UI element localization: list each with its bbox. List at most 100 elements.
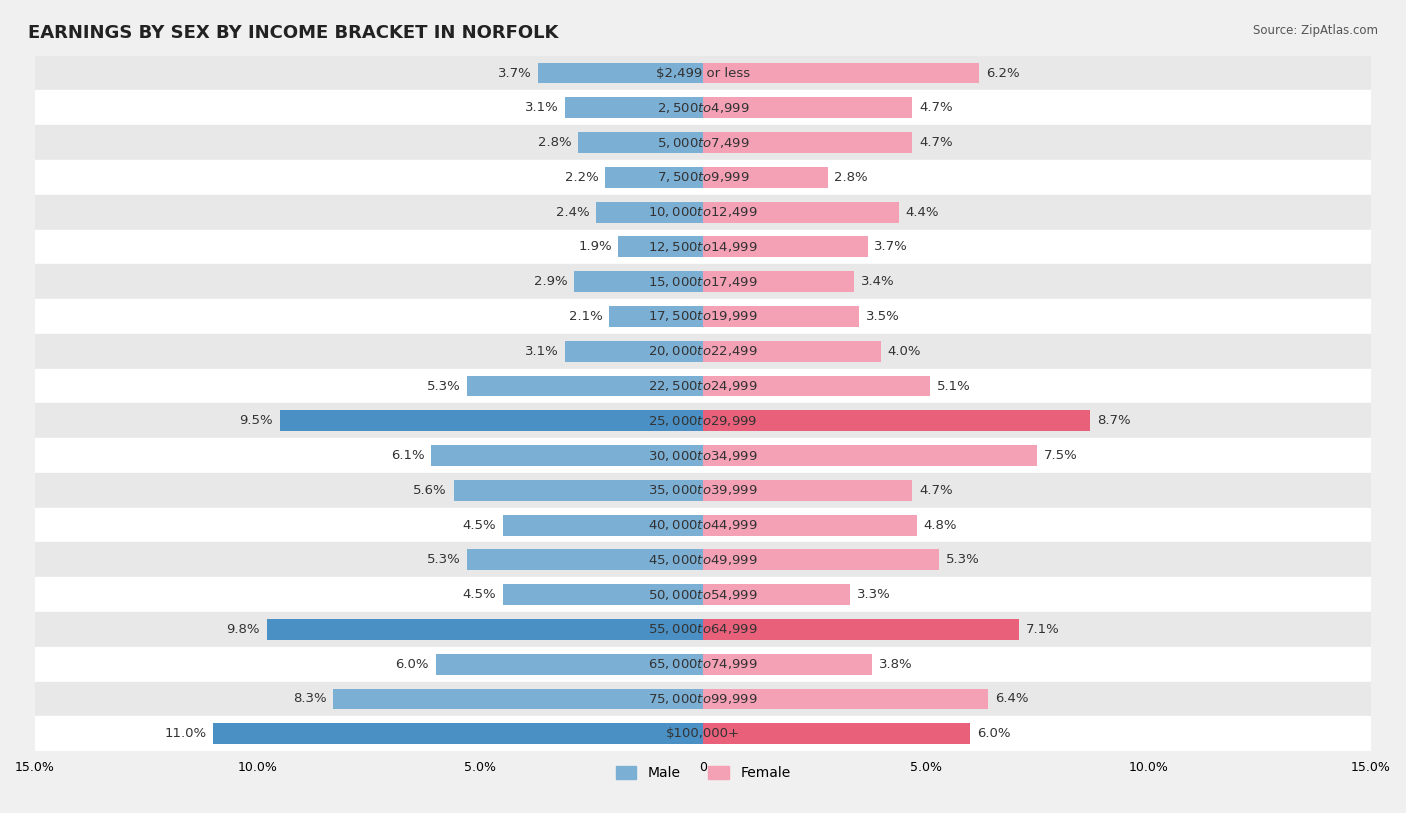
- Bar: [35, 507, 1371, 542]
- Bar: [703, 480, 912, 501]
- Bar: [35, 612, 1371, 647]
- Bar: [35, 160, 1371, 195]
- Bar: [703, 167, 828, 188]
- Bar: [333, 689, 703, 710]
- Bar: [467, 550, 703, 570]
- Bar: [703, 585, 851, 605]
- Bar: [35, 55, 1371, 90]
- Text: 2.8%: 2.8%: [834, 171, 868, 184]
- Text: 5.3%: 5.3%: [426, 380, 460, 393]
- Bar: [35, 542, 1371, 577]
- Text: $20,000 to $22,499: $20,000 to $22,499: [648, 344, 758, 359]
- Bar: [703, 411, 1091, 431]
- Bar: [35, 299, 1371, 334]
- Bar: [703, 237, 868, 258]
- Bar: [703, 202, 898, 223]
- Bar: [35, 90, 1371, 125]
- Bar: [619, 237, 703, 258]
- Bar: [703, 341, 882, 362]
- Text: 6.0%: 6.0%: [395, 658, 429, 671]
- Bar: [703, 98, 912, 118]
- Text: 3.7%: 3.7%: [498, 67, 531, 80]
- Text: $7,500 to $9,999: $7,500 to $9,999: [657, 171, 749, 185]
- Bar: [502, 585, 703, 605]
- Text: 4.7%: 4.7%: [920, 102, 953, 115]
- Text: $35,000 to $39,999: $35,000 to $39,999: [648, 483, 758, 498]
- Bar: [436, 654, 703, 675]
- Bar: [703, 619, 1019, 640]
- Bar: [703, 272, 855, 292]
- Text: 4.8%: 4.8%: [924, 519, 957, 532]
- Text: 2.9%: 2.9%: [533, 275, 567, 288]
- Text: 4.4%: 4.4%: [905, 206, 939, 219]
- Bar: [35, 334, 1371, 368]
- Text: $50,000 to $54,999: $50,000 to $54,999: [648, 588, 758, 602]
- Text: 2.8%: 2.8%: [538, 136, 572, 149]
- Text: Source: ZipAtlas.com: Source: ZipAtlas.com: [1253, 24, 1378, 37]
- Text: 3.8%: 3.8%: [879, 658, 912, 671]
- Text: $65,000 to $74,999: $65,000 to $74,999: [648, 657, 758, 672]
- Text: 4.7%: 4.7%: [920, 136, 953, 149]
- Text: 4.5%: 4.5%: [463, 519, 496, 532]
- Text: $25,000 to $29,999: $25,000 to $29,999: [648, 414, 758, 428]
- Text: 6.2%: 6.2%: [986, 67, 1019, 80]
- Text: 3.4%: 3.4%: [860, 275, 894, 288]
- Text: 6.0%: 6.0%: [977, 728, 1011, 741]
- Text: 5.1%: 5.1%: [936, 380, 970, 393]
- Bar: [703, 306, 859, 327]
- Bar: [214, 724, 703, 744]
- Text: $12,500 to $14,999: $12,500 to $14,999: [648, 240, 758, 254]
- Text: $17,500 to $19,999: $17,500 to $19,999: [648, 310, 758, 324]
- Bar: [703, 654, 872, 675]
- Text: 8.7%: 8.7%: [1097, 415, 1130, 428]
- Text: 4.7%: 4.7%: [920, 484, 953, 497]
- Text: $40,000 to $44,999: $40,000 to $44,999: [648, 518, 758, 532]
- Bar: [467, 376, 703, 397]
- Bar: [703, 376, 931, 397]
- Text: 4.0%: 4.0%: [887, 345, 921, 358]
- Text: $10,000 to $12,499: $10,000 to $12,499: [648, 205, 758, 220]
- Bar: [35, 577, 1371, 612]
- Bar: [703, 133, 912, 153]
- Bar: [703, 724, 970, 744]
- Bar: [35, 125, 1371, 160]
- Text: $5,000 to $7,499: $5,000 to $7,499: [657, 136, 749, 150]
- Bar: [35, 438, 1371, 473]
- Text: 9.5%: 9.5%: [239, 415, 273, 428]
- Bar: [35, 647, 1371, 681]
- Text: 3.7%: 3.7%: [875, 241, 908, 254]
- Bar: [35, 264, 1371, 299]
- Text: 6.4%: 6.4%: [994, 693, 1028, 706]
- Text: 11.0%: 11.0%: [165, 728, 207, 741]
- Bar: [35, 229, 1371, 264]
- Bar: [502, 515, 703, 536]
- Text: $2,499 or less: $2,499 or less: [657, 67, 749, 80]
- Text: 5.3%: 5.3%: [426, 554, 460, 567]
- Text: $30,000 to $34,999: $30,000 to $34,999: [648, 449, 758, 463]
- Text: 9.8%: 9.8%: [226, 623, 260, 636]
- Text: $45,000 to $49,999: $45,000 to $49,999: [648, 553, 758, 567]
- Bar: [35, 473, 1371, 507]
- Bar: [35, 368, 1371, 403]
- Bar: [703, 63, 979, 84]
- Text: $100,000+: $100,000+: [666, 728, 740, 741]
- Text: $75,000 to $99,999: $75,000 to $99,999: [648, 692, 758, 706]
- Text: 5.6%: 5.6%: [413, 484, 447, 497]
- Text: $2,500 to $4,999: $2,500 to $4,999: [657, 101, 749, 115]
- Bar: [35, 681, 1371, 716]
- Bar: [454, 480, 703, 501]
- Text: 3.3%: 3.3%: [856, 588, 890, 601]
- Bar: [578, 133, 703, 153]
- Bar: [703, 515, 917, 536]
- Legend: Male, Female: Male, Female: [610, 761, 796, 786]
- Text: 3.5%: 3.5%: [866, 310, 900, 323]
- Text: 2.1%: 2.1%: [569, 310, 603, 323]
- Text: 6.1%: 6.1%: [391, 449, 425, 462]
- Bar: [574, 272, 703, 292]
- Bar: [596, 202, 703, 223]
- Bar: [35, 195, 1371, 229]
- Text: $15,000 to $17,499: $15,000 to $17,499: [648, 275, 758, 289]
- Text: 3.1%: 3.1%: [524, 345, 558, 358]
- Text: 1.9%: 1.9%: [578, 241, 612, 254]
- Text: 2.2%: 2.2%: [565, 171, 599, 184]
